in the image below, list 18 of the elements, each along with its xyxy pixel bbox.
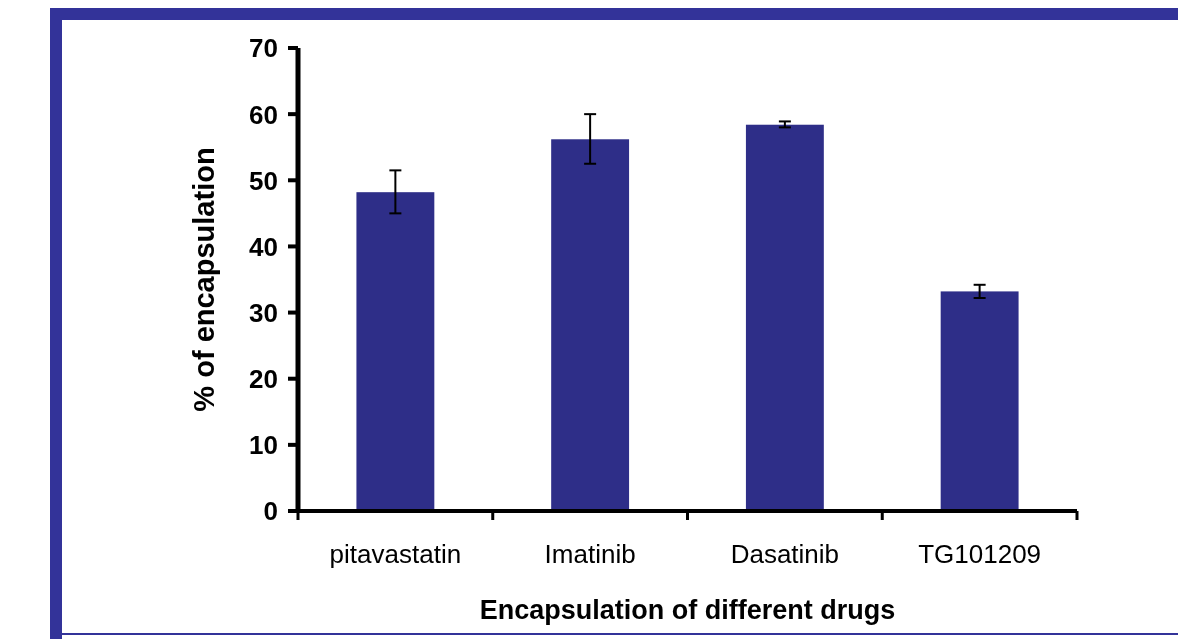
y-tick-label: 20 bbox=[249, 364, 278, 395]
y-tick-label: 40 bbox=[249, 231, 278, 262]
x-tick-label: TG101209 bbox=[918, 539, 1042, 569]
x-tick-label: Imatinib bbox=[544, 539, 636, 569]
x-tick-label: Dasatinib bbox=[730, 539, 840, 569]
y-tick-label: 60 bbox=[249, 99, 278, 130]
y-tick-label: 0 bbox=[263, 496, 278, 527]
x-tick-label: pitavastatin bbox=[329, 539, 462, 569]
y-axis-title: % of encapsulation bbox=[188, 147, 220, 412]
y-tick-label: 50 bbox=[249, 165, 278, 196]
bar bbox=[356, 192, 435, 511]
x-axis-title: Encapsulation of different drugs bbox=[479, 595, 896, 625]
y-tick-label: 70 bbox=[249, 33, 278, 64]
bar bbox=[745, 124, 824, 511]
bar bbox=[551, 139, 630, 511]
y-tick-label: 10 bbox=[249, 430, 278, 461]
bar bbox=[940, 291, 1019, 511]
y-tick-label: 30 bbox=[249, 297, 278, 328]
